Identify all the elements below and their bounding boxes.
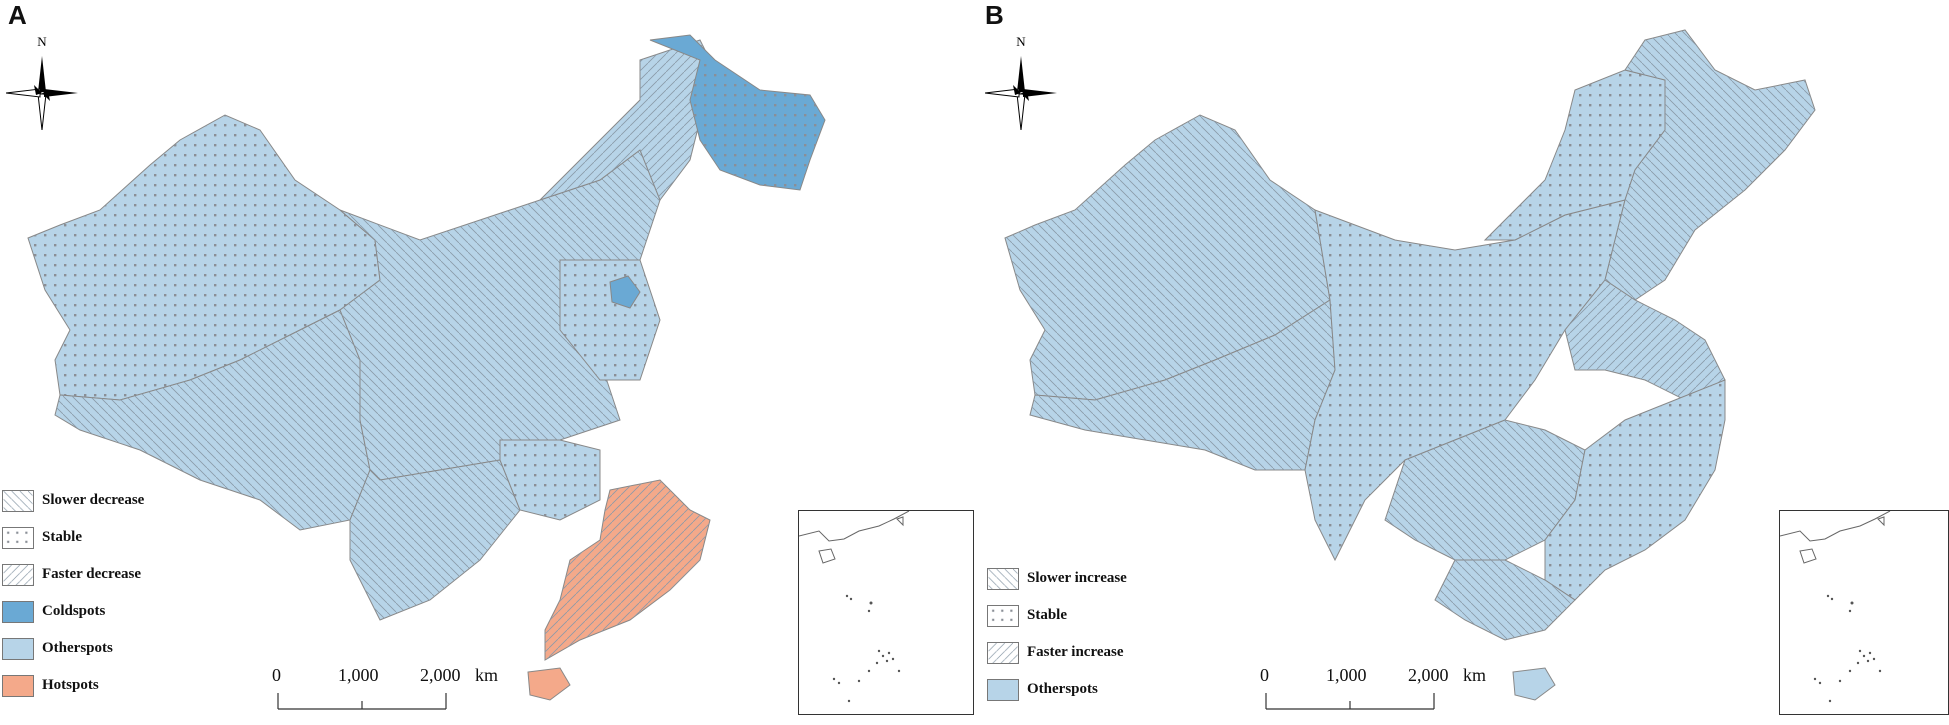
- panel-b: B N Slower increase: [985, 0, 1949, 715]
- map-region-northeast-stable-hatch: [1485, 70, 1665, 240]
- north-arrow-icon: N: [985, 34, 1057, 130]
- map-region-tibet-hatch: [55, 310, 370, 530]
- scale-bar: 0 1,000 2,000 km: [272, 665, 498, 725]
- map-region-tibet-hatch: [1030, 300, 1335, 470]
- legend-swatch-otherspots: [2, 638, 34, 660]
- scale-bar-line: [1265, 693, 1435, 710]
- map-region-east-faster-hatch: [1565, 280, 1725, 400]
- panel-label: A: [8, 0, 27, 30]
- map-region-south-stable-hatch: [500, 440, 600, 520]
- legend-swatch-stable: [2, 527, 34, 549]
- map-region-north-hatch: [540, 40, 720, 200]
- legend-label: Stable: [1027, 607, 1068, 623]
- china-map: [1004, 29, 1816, 701]
- map-region-west-hatch: [1005, 115, 1330, 400]
- scale-tick-label: 2,000: [420, 665, 461, 685]
- map-region-central-hatch: [340, 150, 660, 480]
- legend-label: Slower increase: [1027, 570, 1127, 586]
- map-region-beijing: [609, 275, 641, 309]
- map-region-south-faster-hatch: [1385, 420, 1585, 560]
- panel-a: A N Slower decrease: [0, 0, 975, 715]
- legend-label: Otherspots: [1027, 681, 1098, 697]
- north-label: N: [37, 34, 47, 49]
- legend-label: Otherspots: [42, 640, 113, 656]
- legend-swatch-otherspots: [987, 679, 1019, 701]
- legend-swatch-faster: [987, 642, 1019, 664]
- north-label: N: [1016, 34, 1026, 49]
- inset-map-south-china-sea: [1779, 510, 1949, 715]
- legend-label: Coldspots: [42, 603, 106, 619]
- scale-tick-label: 1,000: [338, 665, 379, 685]
- scale-unit: km: [1463, 665, 1487, 685]
- legend-swatch-faster: [2, 564, 34, 586]
- map-region-northeast-slower-hatch: [1605, 30, 1815, 300]
- map-region-west-hatch: [28, 115, 380, 400]
- china-map: [27, 34, 826, 701]
- legend-swatch-hotspots: [2, 675, 34, 697]
- scale-bar-line: [277, 693, 447, 710]
- legend-swatch-stable: [987, 605, 1019, 627]
- legend-label: Stable: [42, 529, 83, 545]
- scale-tick-label: 0: [1260, 665, 1269, 685]
- inset-map: [1779, 510, 1891, 703]
- legend-label: Slower decrease: [42, 492, 145, 508]
- scale-tick-label: 1,000: [1326, 665, 1367, 685]
- legend-swatch-coldspots: [2, 601, 34, 623]
- scale-tick-label: 0: [272, 665, 281, 685]
- map-region-coldspots-hatch: [690, 60, 825, 190]
- legend-swatch-slower: [987, 568, 1019, 590]
- scale-unit: km: [475, 665, 499, 685]
- map-region-hainan: [527, 667, 571, 701]
- inset-map-south-china-sea: [798, 510, 974, 715]
- map-region-guangxi-hatch: [1435, 560, 1575, 640]
- legend-label: Faster decrease: [42, 566, 141, 582]
- north-arrow-icon: N: [6, 34, 78, 130]
- map-region-southwest-hatch: [350, 460, 520, 620]
- inset-map: [798, 510, 910, 703]
- legend-label: Faster increase: [1027, 644, 1124, 660]
- map-region-southeast-stable-hatch: [1545, 380, 1725, 600]
- panel-label: B: [985, 0, 1004, 30]
- legend-swatch-slower: [2, 490, 34, 512]
- map-region-hotspots-hatch: [545, 480, 710, 660]
- map-region-hainan: [1512, 667, 1556, 701]
- map-region-central-stable-hatch: [1305, 200, 1625, 560]
- scale-bar: 0 1,000 2,000 km: [1260, 665, 1486, 725]
- legend-label: Hotspots: [42, 677, 99, 693]
- scale-tick-label: 2,000: [1408, 665, 1449, 685]
